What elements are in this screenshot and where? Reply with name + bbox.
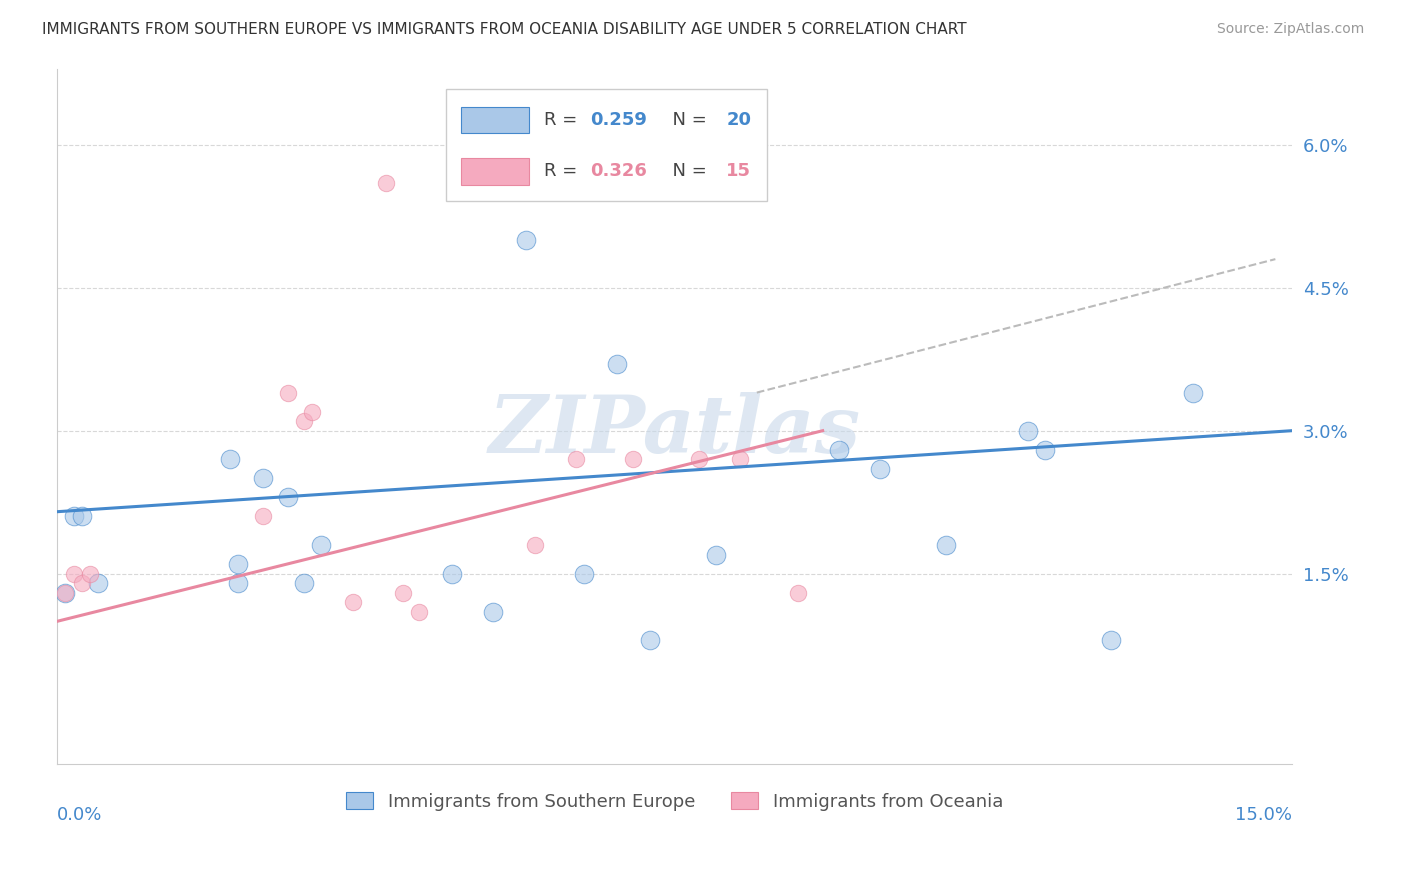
Point: [70, 509, 93, 524]
Text: 15: 15: [727, 162, 751, 180]
Point: [688, 452, 710, 467]
Point: [935, 538, 957, 552]
Point: [252, 471, 274, 485]
Point: [515, 233, 537, 247]
Point: [70, 576, 93, 591]
Point: [787, 585, 810, 599]
Text: IMMIGRANTS FROM SOUTHERN EUROPE VS IMMIGRANTS FROM OCEANIA DISABILITY AGE UNDER : IMMIGRANTS FROM SOUTHERN EUROPE VS IMMIG…: [42, 22, 967, 37]
Point: [621, 452, 644, 467]
Point: [277, 385, 299, 400]
Point: [564, 452, 586, 467]
Point: [62, 566, 84, 581]
FancyBboxPatch shape: [461, 158, 529, 185]
Point: [226, 557, 249, 571]
Text: N =: N =: [661, 111, 713, 129]
Text: R =: R =: [544, 162, 582, 180]
Point: [482, 605, 505, 619]
Text: ZIPatlas: ZIPatlas: [488, 392, 860, 469]
Point: [606, 357, 628, 371]
Point: [1099, 633, 1122, 648]
Text: 15.0%: 15.0%: [1234, 806, 1292, 824]
Point: [1182, 385, 1205, 400]
Point: [301, 404, 323, 418]
Point: [292, 576, 315, 591]
Point: [219, 452, 242, 467]
Text: N =: N =: [661, 162, 713, 180]
Point: [292, 414, 315, 428]
Point: [252, 509, 274, 524]
Point: [869, 462, 891, 476]
Point: [1033, 442, 1056, 457]
Point: [62, 509, 84, 524]
Point: [730, 452, 752, 467]
Point: [55, 585, 77, 599]
Point: [277, 491, 299, 505]
Point: [523, 538, 546, 552]
Text: 0.0%: 0.0%: [58, 806, 103, 824]
Text: R =: R =: [544, 111, 582, 129]
Point: [79, 566, 101, 581]
Point: [392, 585, 415, 599]
Point: [1017, 424, 1039, 438]
Point: [342, 595, 364, 609]
Point: [828, 442, 851, 457]
Text: 20: 20: [727, 111, 751, 129]
Point: [87, 576, 110, 591]
Point: [441, 566, 464, 581]
Point: [309, 538, 332, 552]
Point: [408, 605, 430, 619]
FancyBboxPatch shape: [461, 107, 529, 133]
Point: [375, 176, 398, 190]
FancyBboxPatch shape: [446, 89, 768, 201]
Point: [226, 576, 249, 591]
Text: 0.259: 0.259: [591, 111, 647, 129]
Point: [55, 585, 77, 599]
Point: [704, 548, 727, 562]
Text: 0.326: 0.326: [591, 162, 647, 180]
Point: [638, 633, 661, 648]
Legend: Immigrants from Southern Europe, Immigrants from Oceania: Immigrants from Southern Europe, Immigra…: [339, 785, 1010, 818]
Text: Source: ZipAtlas.com: Source: ZipAtlas.com: [1216, 22, 1364, 37]
Point: [572, 566, 595, 581]
